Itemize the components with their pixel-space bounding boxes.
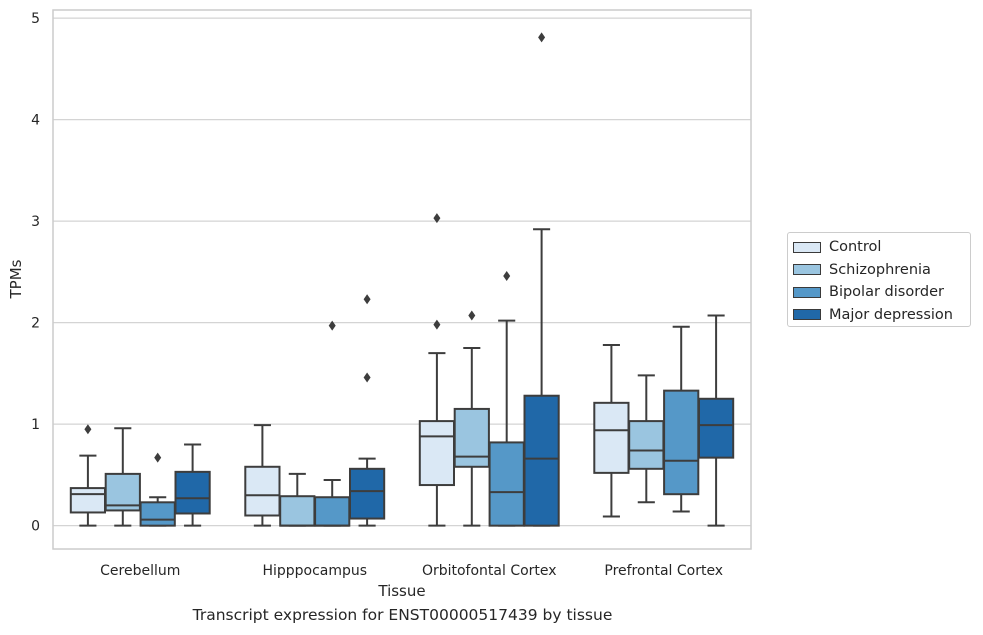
outlier-point bbox=[433, 213, 441, 224]
box-iqr bbox=[174, 470, 211, 515]
box-iqr bbox=[104, 472, 141, 512]
legend-item-bipolar-disorder: Bipolar disorder bbox=[793, 281, 970, 304]
box-iqr bbox=[663, 389, 700, 496]
box-control bbox=[418, 213, 456, 527]
legend-label-control: Control bbox=[829, 239, 882, 256]
box-schizophrenia bbox=[628, 374, 665, 504]
y-axis-label: TPMs bbox=[7, 259, 25, 299]
box-iqr bbox=[348, 467, 386, 520]
box-iqr bbox=[697, 397, 735, 459]
legend-item-schizophrenia: Schizophrenia bbox=[793, 259, 970, 282]
y-tick-label: 1 bbox=[31, 417, 40, 433]
outlier-point bbox=[363, 372, 371, 383]
box-schizophrenia bbox=[104, 427, 141, 527]
boxplots bbox=[69, 32, 735, 527]
box-control bbox=[69, 424, 107, 527]
x-axis-ticks: Cerebellum Hipppocampus Orbitofontal Corte… bbox=[100, 563, 723, 579]
legend-swatch-bipolar-disorder bbox=[793, 286, 821, 298]
chart-caption: Transcript expression for ENST0000051743… bbox=[192, 606, 613, 624]
box-iqr bbox=[69, 487, 107, 514]
box-major-depression bbox=[348, 294, 386, 527]
y-tick-label: 2 bbox=[31, 316, 40, 332]
box-bipolar-disorder bbox=[139, 452, 176, 527]
box-iqr bbox=[523, 394, 560, 527]
outlier-point bbox=[503, 270, 511, 281]
box-control bbox=[593, 343, 630, 518]
box-iqr bbox=[453, 407, 490, 468]
y-tick-label: 5 bbox=[31, 11, 40, 27]
box-iqr bbox=[418, 420, 456, 487]
outlier-point bbox=[538, 32, 546, 43]
outlier-point bbox=[154, 452, 162, 463]
x-tick-label: Prefrontal Cortex bbox=[604, 563, 723, 579]
legend-swatch-control bbox=[793, 241, 821, 253]
outlier-point bbox=[84, 424, 92, 435]
y-axis-ticks: 0 1 2 3 4 5 bbox=[31, 11, 40, 535]
x-tick-label: Hipppocampus bbox=[262, 563, 367, 579]
legend-swatch-schizophrenia bbox=[793, 264, 821, 276]
legend-item-control: Control bbox=[793, 236, 970, 259]
legend-item-major-depression: Major depression bbox=[793, 304, 970, 327]
box-bipolar-disorder bbox=[663, 325, 700, 513]
box-control bbox=[244, 424, 281, 527]
outlier-point bbox=[433, 319, 441, 330]
legend-swatch-major-depression bbox=[793, 309, 821, 321]
outlier-point bbox=[328, 320, 336, 331]
x-tick-label: Cerebellum bbox=[100, 563, 180, 579]
x-axis-label: Tissue bbox=[377, 582, 425, 600]
box-iqr bbox=[593, 401, 630, 474]
y-tick-label: 3 bbox=[31, 214, 40, 230]
box-iqr bbox=[279, 495, 316, 527]
box-bipolar-disorder bbox=[314, 320, 351, 527]
box-schizophrenia bbox=[453, 310, 490, 527]
box-iqr bbox=[139, 501, 176, 527]
legend: Control Schizophrenia Bipolar disorder M… bbox=[787, 232, 971, 327]
box-iqr bbox=[244, 465, 281, 517]
box-iqr bbox=[314, 496, 351, 527]
box-iqr bbox=[488, 441, 525, 527]
legend-label-major-depression: Major depression bbox=[829, 306, 953, 323]
gridlines bbox=[53, 17, 751, 527]
outlier-point bbox=[468, 310, 476, 321]
box-bipolar-disorder bbox=[488, 270, 525, 527]
box-major-depression bbox=[523, 32, 560, 527]
box-schizophrenia bbox=[279, 472, 316, 527]
plot-area bbox=[52, 9, 752, 550]
outlier-point bbox=[363, 294, 371, 305]
box-major-depression bbox=[697, 314, 735, 527]
box-major-depression bbox=[174, 443, 211, 527]
x-tick-label: Orbitofontal Cortex bbox=[422, 563, 557, 579]
legend-label-schizophrenia: Schizophrenia bbox=[829, 261, 931, 278]
box-iqr bbox=[628, 420, 665, 470]
y-tick-label: 4 bbox=[31, 113, 40, 129]
y-tick-label: 0 bbox=[31, 519, 40, 535]
legend-label-bipolar-disorder: Bipolar disorder bbox=[829, 284, 944, 301]
